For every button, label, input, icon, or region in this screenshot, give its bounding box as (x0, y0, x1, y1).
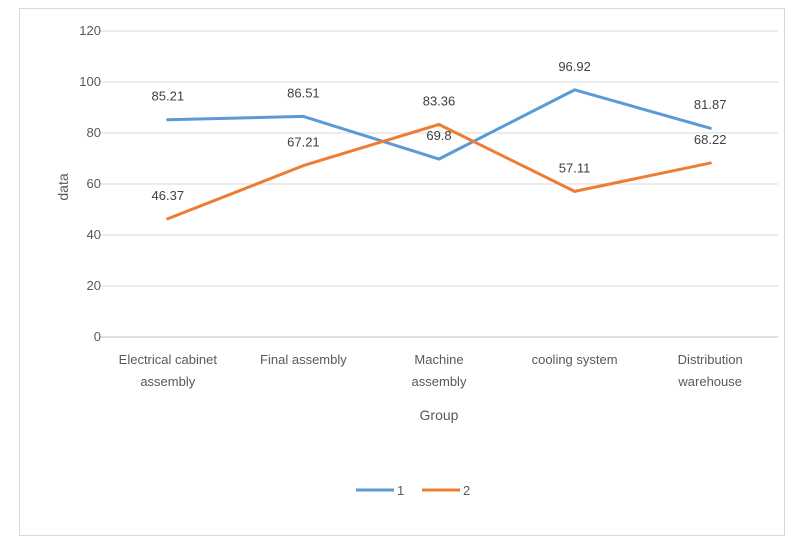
y-tick-label: 0 (94, 329, 101, 344)
x-tick-label: Electrical cabinet assembly (119, 352, 218, 389)
x-axis-ticks: Electrical cabinet assembly Final assembly… (119, 352, 743, 389)
legend-label: 2 (463, 483, 470, 498)
data-label: 81.87 (694, 97, 727, 112)
series-1-point (573, 88, 577, 92)
series-2-point (573, 189, 577, 193)
data-label: 57.11 (559, 160, 591, 175)
x-tick-label: Final assembly (260, 352, 347, 367)
data-label: 68.22 (694, 132, 727, 147)
y-axis-ticks: 0 20 40 60 80 100 120 (79, 23, 101, 344)
data-label: 46.37 (152, 188, 185, 203)
y-tick-label: 20 (87, 278, 101, 293)
series-1-point (166, 118, 170, 122)
y-tick-label: 120 (79, 23, 101, 38)
series-1-point (708, 126, 712, 130)
y-tick-label: 40 (87, 227, 101, 242)
gridlines (100, 30, 778, 338)
data-label: 85.21 (152, 89, 185, 104)
y-axis-title: data (55, 173, 71, 200)
legend-label: 1 (397, 483, 404, 498)
data-label: 96.92 (558, 59, 591, 74)
series-1-point (301, 114, 305, 118)
series-2-point (437, 122, 441, 126)
series-2-point (166, 217, 170, 221)
y-tick-label: 80 (87, 125, 101, 140)
x-tick-label: Distribution warehouse (677, 352, 742, 389)
x-axis-title: Group (420, 407, 459, 423)
y-tick-label: 100 (79, 74, 101, 89)
x-tick-label: cooling system (532, 352, 618, 367)
data-label: 69.8 (426, 128, 451, 143)
data-label: 83.36 (423, 93, 456, 108)
chart-frame (19, 8, 785, 536)
series-lines (166, 88, 712, 221)
data-labels: 85.21 86.51 69.8 96.92 81.87 46.37 67.21 83.36 5… (152, 59, 727, 203)
data-label: 67.21 (287, 135, 320, 150)
data-label: 86.51 (287, 85, 320, 100)
series-1-point (437, 157, 441, 161)
series-2-point (708, 161, 712, 165)
series-2-point (301, 164, 305, 168)
y-tick-label: 60 (87, 176, 101, 191)
x-tick-label: Machine assembly (412, 352, 467, 389)
